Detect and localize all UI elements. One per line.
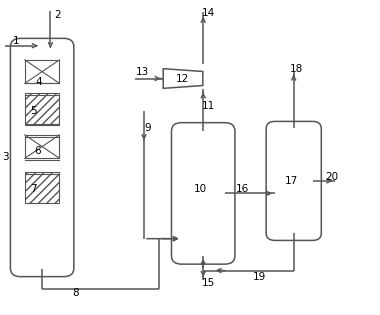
Bar bbox=[25, 172, 60, 203]
Polygon shape bbox=[163, 69, 203, 88]
Text: 14: 14 bbox=[201, 8, 215, 18]
Text: 10: 10 bbox=[194, 184, 207, 194]
Text: 12: 12 bbox=[176, 73, 189, 83]
Text: 1: 1 bbox=[13, 36, 19, 46]
Text: 20: 20 bbox=[325, 172, 338, 182]
Text: 6: 6 bbox=[35, 146, 41, 156]
Text: 8: 8 bbox=[72, 288, 79, 298]
Text: 9: 9 bbox=[144, 123, 151, 133]
Text: 2: 2 bbox=[54, 9, 60, 20]
Text: 15: 15 bbox=[201, 278, 215, 288]
Text: 16: 16 bbox=[236, 184, 249, 194]
Text: 19: 19 bbox=[253, 272, 266, 282]
Bar bbox=[25, 135, 60, 158]
Bar bbox=[25, 60, 60, 83]
Text: 13: 13 bbox=[136, 67, 149, 77]
Text: 4: 4 bbox=[35, 77, 42, 87]
Text: 7: 7 bbox=[30, 184, 37, 194]
Text: 11: 11 bbox=[201, 101, 215, 111]
Text: 3: 3 bbox=[3, 152, 9, 163]
FancyBboxPatch shape bbox=[171, 123, 235, 264]
Text: 18: 18 bbox=[290, 65, 303, 74]
FancyBboxPatch shape bbox=[266, 121, 321, 240]
Text: 5: 5 bbox=[30, 106, 37, 116]
Text: 17: 17 bbox=[285, 176, 298, 186]
FancyBboxPatch shape bbox=[10, 38, 74, 277]
Bar bbox=[25, 94, 60, 125]
